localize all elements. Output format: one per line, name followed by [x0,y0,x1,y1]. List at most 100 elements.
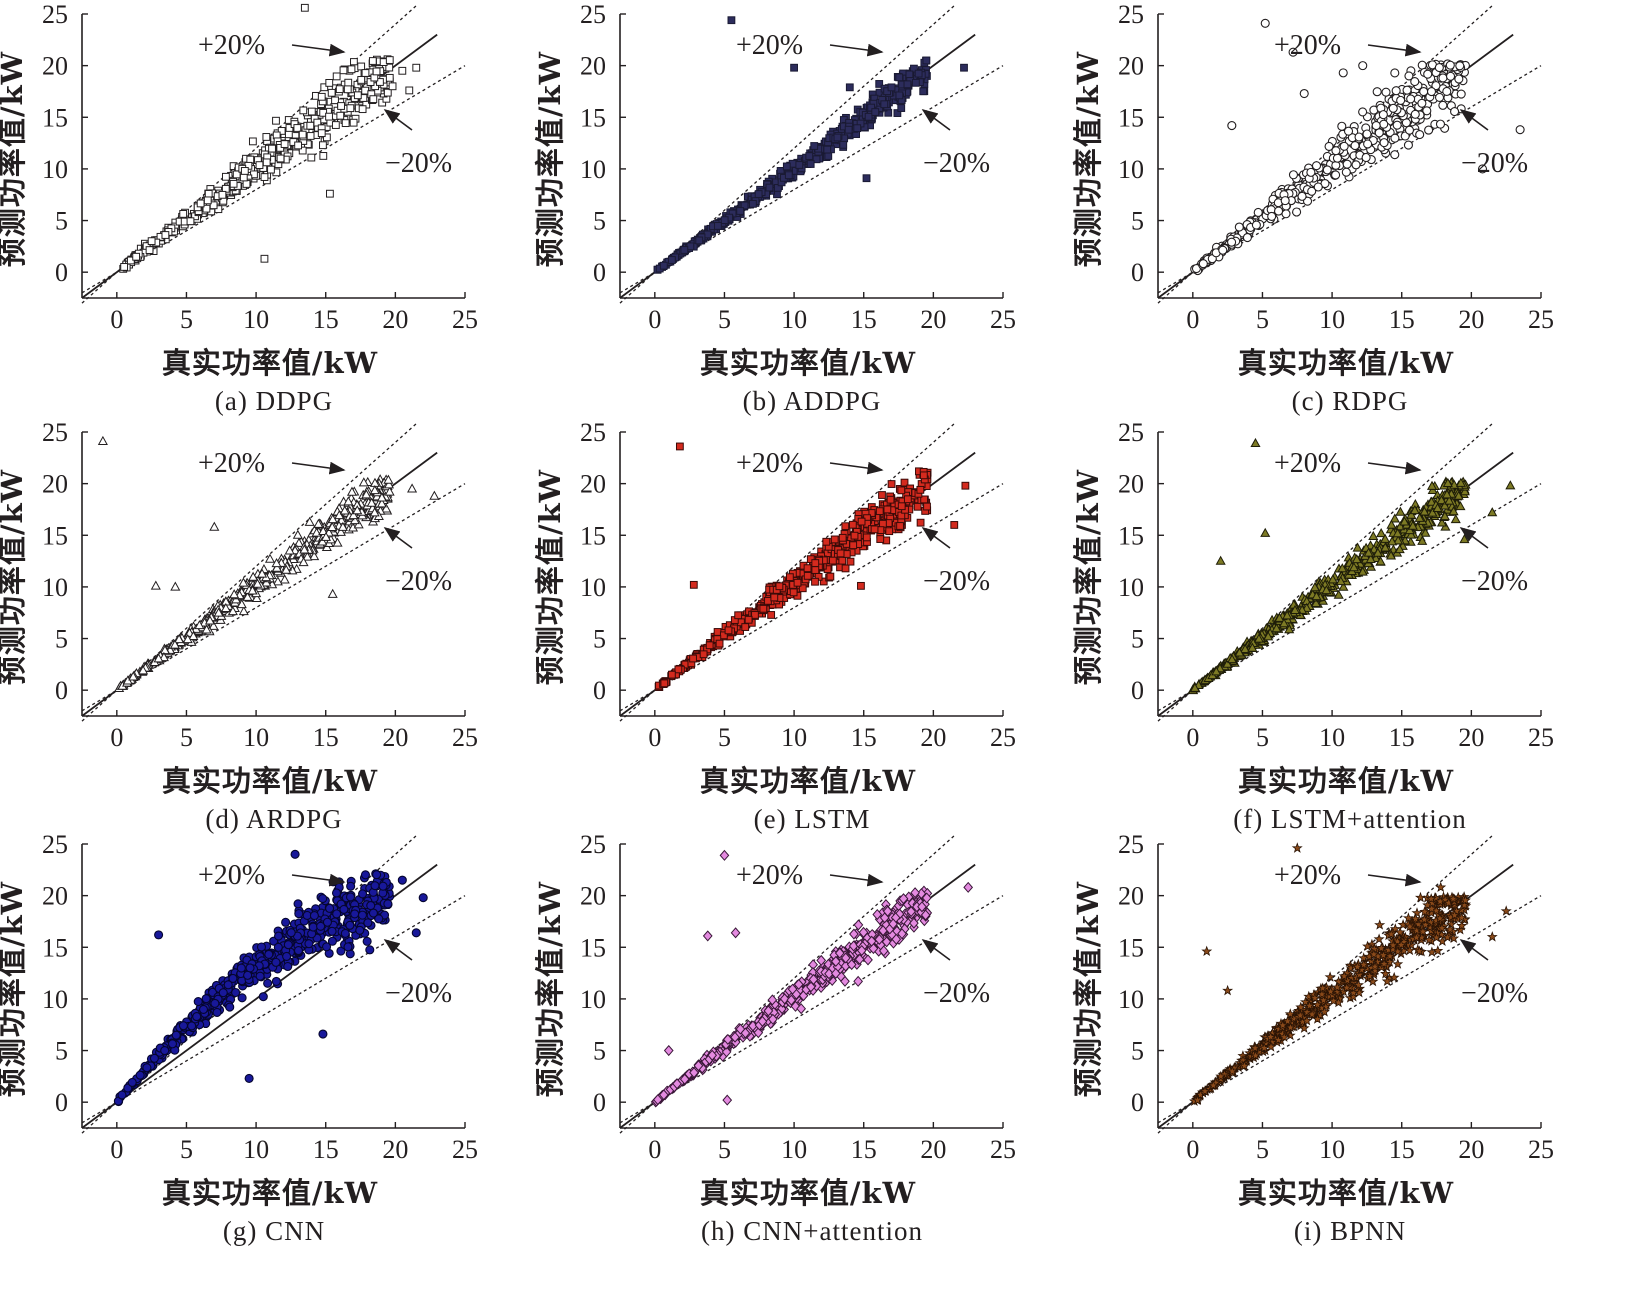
data-point [383,474,394,484]
data-point [284,130,293,139]
data-point [838,533,847,542]
data-points [1190,18,1525,276]
data-point [1271,623,1282,633]
x-tick-label: 5 [718,723,731,752]
data-point [344,78,353,87]
data-points [113,849,428,1107]
data-point [909,917,919,929]
data-point [740,201,749,210]
data-point [283,940,293,950]
plus-20-arrow [1367,461,1422,475]
data-point [730,1036,741,1048]
data-point [318,1029,328,1039]
data-point [1267,211,1277,221]
data-point [1288,47,1298,57]
data-point [286,928,296,938]
data-point [223,980,233,990]
data-point [369,95,378,104]
data-point [853,124,862,133]
data-point [283,961,293,972]
data-point [963,881,974,893]
data-point [384,486,395,496]
plus-20-arrow [829,873,884,887]
data-point [1362,129,1372,139]
data-point [811,577,819,586]
data-point [1436,494,1447,505]
data-point [331,888,342,898]
data-point [790,63,798,72]
data-point [319,152,328,160]
data-point [1390,150,1400,160]
data-point [327,521,338,531]
data-point [866,935,877,947]
data-point [840,952,851,964]
data-point [429,490,440,500]
data-point [668,256,676,264]
data-points [654,442,970,691]
y-tick-label: 25 [580,830,606,859]
data-point [658,1089,669,1101]
data-point [193,997,203,1007]
data-point [1292,207,1302,217]
data-point [880,100,889,109]
data-point [361,69,370,77]
data-point [887,480,896,488]
data-point [841,564,850,573]
data-point [1198,259,1208,269]
data-point [292,529,303,539]
data-point [1505,480,1516,490]
data-point [340,928,350,938]
data-point [1453,490,1464,500]
data-point [332,537,343,547]
plus-20-arrow [291,461,346,475]
data-point [212,1007,222,1017]
data-point [229,589,240,599]
data-point [1343,126,1354,136]
data-point [385,56,394,64]
data-point [346,881,356,891]
x-tick-label: 20 [1458,1135,1484,1164]
data-point [857,517,866,526]
y-axis-label: 预测功率值/kW [0,50,29,268]
data-point [878,945,889,957]
x-tick-label: 10 [781,1135,807,1164]
data-point [1227,654,1238,664]
data-point [1438,73,1448,83]
data-point [349,118,358,127]
data-point [1211,666,1222,676]
data-point [714,222,722,230]
data-point [874,933,885,945]
data-point [170,581,181,591]
data-point [273,931,284,941]
data-point [304,516,315,526]
data-points [1187,437,1516,695]
data-point [290,849,300,859]
data-point [294,909,304,919]
data-point [897,104,906,112]
x-tick-label: 10 [1319,723,1345,752]
y-tick-label: 5 [593,207,606,236]
x-tick-label: 5 [1256,723,1269,752]
x-tick-label: 15 [851,723,877,752]
x-tick-label: 15 [313,723,339,752]
minus-20-arrow [383,109,413,131]
data-point [334,509,345,520]
data-point [775,582,784,591]
data-point [262,133,271,141]
data-point [262,158,271,167]
x-tick-label: 20 [1458,305,1484,334]
data-point [767,1013,778,1025]
data-point [1306,167,1316,177]
data-point [376,78,384,86]
data-point [886,495,895,504]
x-tick-label: 5 [180,1135,193,1164]
data-point [250,170,258,179]
data-point [138,665,149,675]
data-point [243,970,253,980]
data-point [888,918,899,930]
data-point [357,76,366,84]
data-point [1424,125,1434,135]
data-point [381,503,392,513]
data-point [1413,945,1425,956]
